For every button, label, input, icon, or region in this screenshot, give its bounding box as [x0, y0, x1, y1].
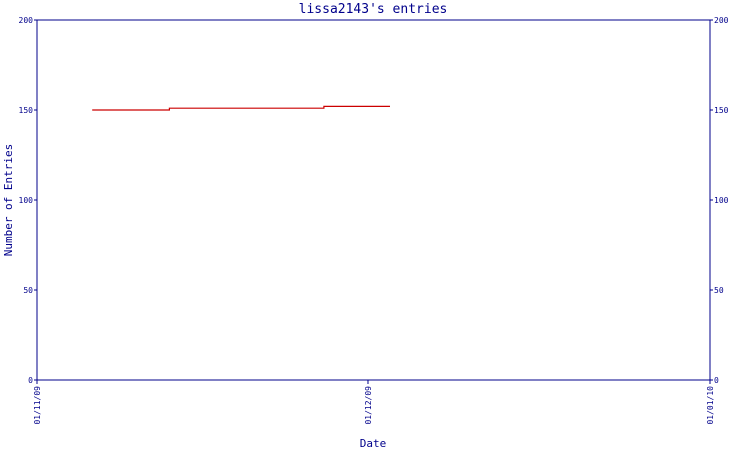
chart-title: lissa2143's entries: [299, 2, 448, 17]
y-tick-label-left: 150: [19, 106, 34, 115]
y-tick-label-left: 200: [19, 16, 34, 25]
y-tick-label-right: 50: [714, 286, 724, 295]
y-axis-left: 0 50 100 150 200: [19, 16, 37, 385]
y-tick-label-right: 100: [714, 196, 729, 205]
x-tick-label: 01/12/09: [364, 386, 373, 425]
x-tick-label: 01/11/09: [33, 386, 42, 425]
y-tick-label-right: 200: [714, 16, 729, 25]
y-axis-label: Number of Entries: [2, 144, 15, 257]
entries-series-line: [92, 105, 390, 111]
series-layer: [92, 105, 390, 111]
x-axis-label: Date: [360, 437, 387, 450]
y-tick-label-right: 0: [714, 376, 719, 385]
y-tick-label-left: 100: [19, 196, 34, 205]
x-tick-label: 01/01/10: [706, 386, 715, 425]
y-tick-label-left: 50: [23, 286, 33, 295]
x-axis: 01/11/09 01/12/09 01/01/10: [33, 380, 715, 425]
y-tick-label-right: 150: [714, 106, 729, 115]
plot-area-frame: [36, 19, 711, 381]
y-axis-right: 0 50 100 150 200: [710, 16, 729, 385]
y-tick-label-left: 0: [28, 376, 33, 385]
